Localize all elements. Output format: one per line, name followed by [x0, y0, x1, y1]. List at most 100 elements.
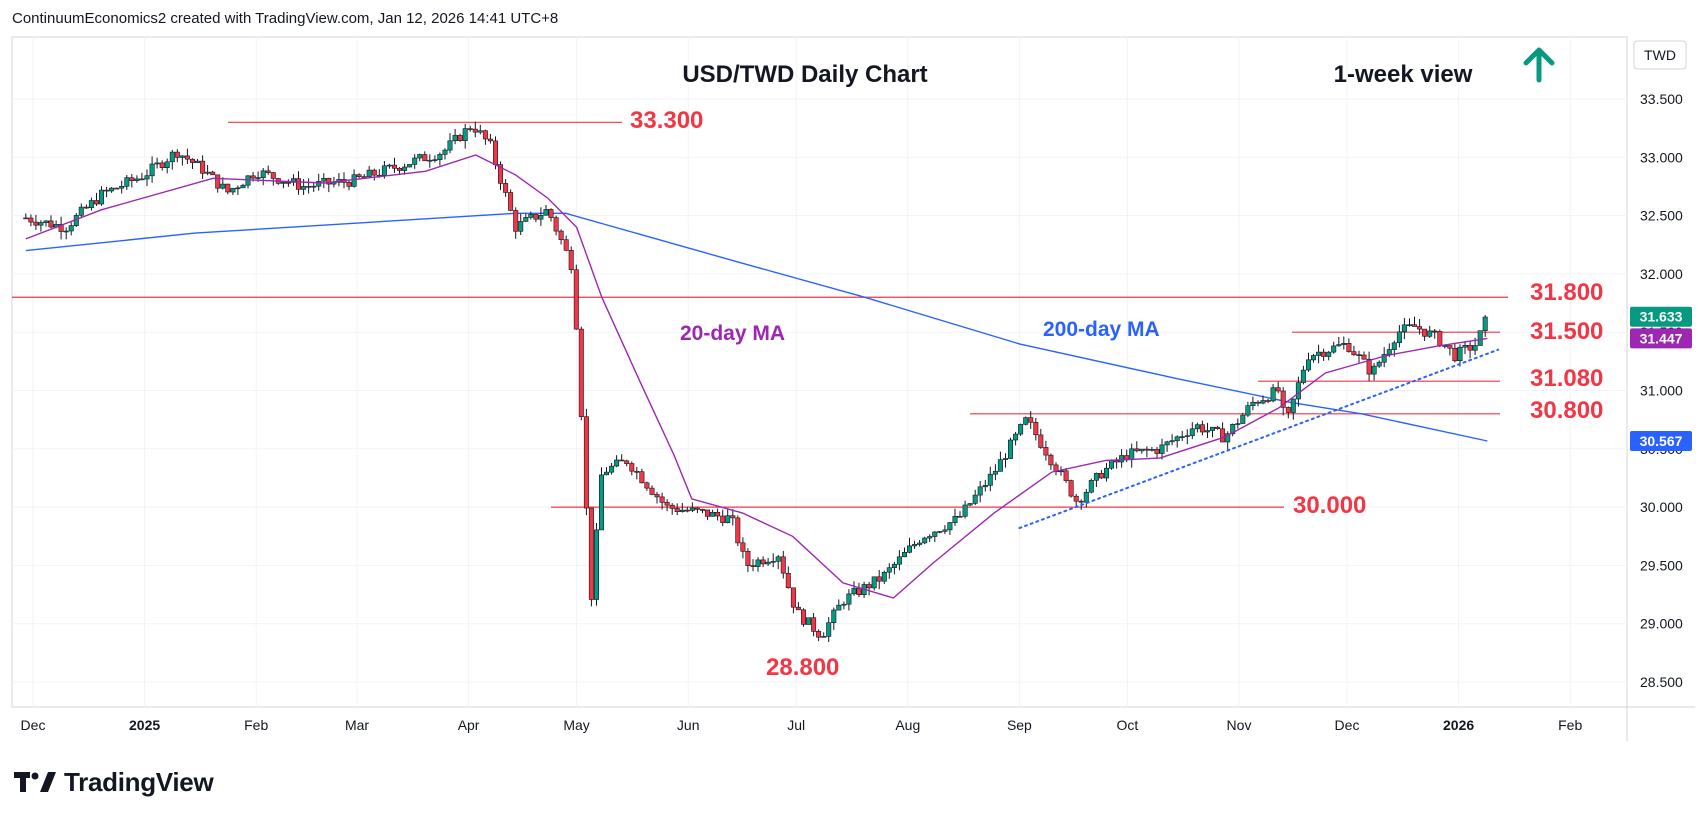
candle-body	[94, 200, 100, 205]
candle-body	[593, 529, 599, 600]
candle-body	[129, 177, 135, 181]
candle-body	[1285, 407, 1291, 413]
candle-body	[205, 171, 211, 174]
candle-body	[598, 474, 604, 531]
candle-body	[619, 459, 625, 462]
candle-body	[78, 206, 84, 216]
candle-body	[1437, 331, 1443, 346]
candle-body	[972, 494, 978, 504]
candle-body	[1401, 324, 1407, 333]
candle-body	[139, 178, 145, 181]
candle-body	[1013, 433, 1019, 441]
candle-body	[1270, 387, 1276, 402]
candle-body	[780, 556, 786, 574]
candle-body	[482, 130, 488, 140]
candle-body	[68, 225, 74, 232]
symbol-box[interactable]	[1633, 40, 1687, 70]
tradingview-logo[interactable]: TradingView	[14, 767, 214, 798]
y-tick-label: 29.500	[1640, 557, 1683, 573]
candle-body	[250, 175, 256, 179]
candle-body	[1068, 480, 1074, 497]
candle-body	[427, 159, 433, 162]
ma20-price-tag-box	[1630, 328, 1692, 349]
candle-body	[957, 515, 963, 518]
candle-body	[583, 416, 589, 509]
candle-body	[23, 217, 29, 220]
candle-body	[866, 584, 872, 589]
candle-body	[942, 529, 948, 532]
candle-body	[1422, 328, 1428, 337]
candle-body	[694, 507, 700, 510]
candle-body	[881, 571, 887, 582]
candle-body	[1088, 479, 1094, 493]
ma200-price-tag: 30.567	[1640, 433, 1683, 449]
candle-body	[1174, 436, 1180, 442]
x-tick-label: Dec	[1335, 717, 1360, 733]
candle-body	[1184, 435, 1190, 438]
candle-body	[679, 509, 685, 513]
candle-body	[851, 588, 857, 595]
chart-attribution: ContinuumEconomics2 created with Trading…	[12, 10, 559, 27]
candle-body	[967, 503, 973, 506]
candle-body	[351, 174, 357, 187]
candle-body	[48, 220, 54, 228]
y-tick-label: 30.000	[1640, 499, 1683, 515]
ma20-price-tag: 31.447	[1640, 330, 1683, 346]
candle-body	[750, 565, 756, 567]
candle-body	[1477, 330, 1483, 346]
candle-body	[558, 230, 564, 241]
y-tick-label: 31.000	[1640, 383, 1683, 399]
candle-body	[487, 138, 493, 142]
candle-body	[28, 217, 34, 223]
candle-body	[1078, 500, 1084, 503]
candle-body	[437, 154, 443, 160]
symbol-label: TWD	[1644, 47, 1676, 63]
candle-body	[402, 166, 408, 171]
candle-body	[1341, 342, 1347, 345]
candle-body	[1482, 316, 1488, 331]
candle-body	[1300, 369, 1306, 383]
candle-body	[195, 160, 201, 163]
candle-body	[1205, 430, 1211, 433]
candle-body	[886, 567, 892, 573]
candle-body	[99, 189, 105, 205]
candle-body	[1452, 347, 1458, 362]
ma200-layer	[25, 212, 1488, 442]
candle-body	[710, 511, 716, 517]
candle-body	[1311, 355, 1317, 361]
candle-body	[114, 187, 120, 190]
candle-body	[831, 609, 837, 623]
candle-body	[664, 501, 670, 506]
candle-body	[1018, 424, 1024, 435]
candle-body	[533, 214, 539, 220]
candle-body	[391, 164, 397, 169]
candle-body	[896, 556, 902, 565]
candle-body	[1306, 359, 1312, 371]
time-axis[interactable]: Dec 2025 Feb Mar Apr May Jun Jul Aug Sep Oct Nov Dec…	[21, 717, 1583, 733]
candle-body	[326, 178, 332, 185]
candle-body	[1366, 358, 1372, 375]
candle-body	[1007, 439, 1013, 459]
candle-body	[1093, 472, 1099, 481]
candle-body	[200, 160, 206, 174]
y-tick-label: 32.000	[1640, 266, 1683, 282]
candle-body	[846, 593, 852, 605]
candle-body	[745, 550, 751, 566]
candlestick-series	[23, 121, 1488, 642]
candle-body	[255, 177, 261, 179]
level-label-31-500: 31.500	[1530, 318, 1603, 345]
y-tick-label: 29.000	[1640, 616, 1683, 632]
candle-body	[1391, 342, 1397, 350]
candle-body	[1033, 421, 1039, 436]
candle-body	[997, 459, 1003, 472]
price-axis[interactable]: 33.50033.00032.50032.00031.50031.00030.5…	[1640, 91, 1683, 690]
tradingview-logo-icon	[14, 771, 56, 792]
candle-body	[220, 183, 226, 189]
level-label-31-800: 31.800	[1530, 279, 1603, 306]
candle-body	[149, 163, 155, 177]
x-tick-label: 2025	[129, 717, 160, 733]
candle-body	[88, 200, 94, 208]
candle-body	[826, 622, 832, 637]
candle-body	[654, 494, 660, 498]
x-tick-label: Aug	[895, 717, 920, 733]
